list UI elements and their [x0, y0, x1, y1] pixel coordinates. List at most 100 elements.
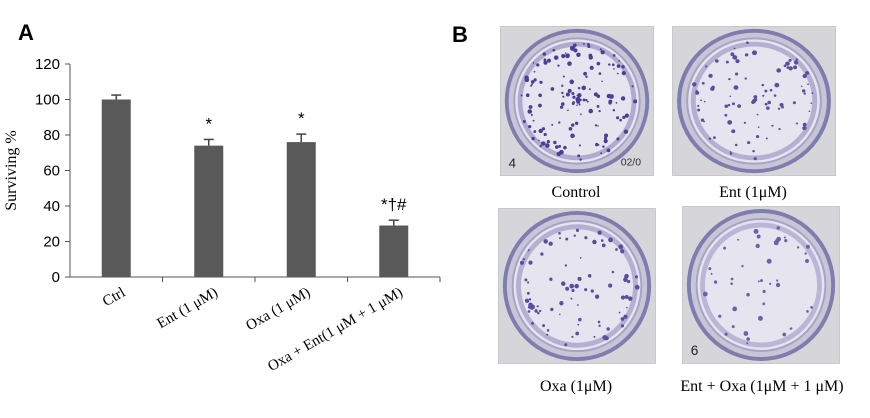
- colony-dot: [588, 55, 593, 60]
- colony-dot: [728, 77, 731, 81]
- colony-dot: [760, 279, 763, 283]
- colony-dot: [733, 85, 739, 90]
- colony-dot: [802, 73, 807, 79]
- colony-dot: [560, 102, 565, 106]
- colony-dot: [795, 58, 798, 61]
- colony-dot: [616, 64, 621, 68]
- colony-dot: [734, 72, 739, 76]
- colony-dot: [627, 279, 631, 284]
- colony-dot: [542, 52, 547, 56]
- colony-dot: [803, 92, 806, 95]
- colony-dot: [543, 58, 547, 62]
- colony-dot: [710, 272, 713, 275]
- colony-dot: [779, 102, 784, 107]
- colony-dot: [755, 135, 760, 139]
- colony-dot: [805, 71, 810, 75]
- colony-dot: [588, 108, 594, 114]
- colony-dot: [615, 102, 618, 104]
- colony-dot: [576, 284, 579, 287]
- colony-dot: [616, 116, 620, 120]
- colony-dot: [551, 123, 554, 126]
- colony-dot: [757, 280, 760, 283]
- colony-dot: [618, 60, 621, 62]
- colony-dot: [536, 305, 539, 308]
- colony-dot: [623, 129, 629, 134]
- colony-dot: [619, 118, 622, 122]
- colony-dot: [618, 311, 621, 314]
- colony-dot: [783, 64, 787, 68]
- panel-a-label: A: [18, 20, 34, 45]
- colony-dot: [608, 237, 613, 243]
- colony-dot: [743, 331, 749, 336]
- y-tick-label: 40: [43, 198, 60, 215]
- colony-dot: [802, 122, 807, 127]
- colony-dot: [786, 66, 790, 69]
- colony-dot: [559, 105, 564, 109]
- colony-dot: [756, 234, 761, 239]
- colony-dot: [520, 94, 523, 97]
- colony-dot: [729, 152, 733, 155]
- y-tick-label: 100: [35, 92, 60, 109]
- colony-dot: [524, 75, 529, 80]
- colony-dot: [793, 65, 798, 70]
- colony-dot: [561, 91, 564, 95]
- colony-dot: [733, 47, 736, 50]
- dish-edge-stain: [700, 222, 822, 348]
- colony-dot: [590, 289, 594, 293]
- colony-dot: [731, 129, 736, 134]
- colony-dot: [563, 145, 567, 150]
- bar: [101, 99, 131, 277]
- colony-dot: [616, 72, 619, 75]
- colony-dot: [522, 119, 526, 124]
- colony-dot: [735, 59, 740, 64]
- colony-dot: [580, 113, 582, 116]
- colony-dot: [601, 243, 606, 248]
- colony-dot: [620, 295, 626, 300]
- colony-dot: [600, 239, 604, 242]
- colony-dot: [769, 89, 773, 92]
- colony-dot: [571, 288, 575, 293]
- colony-dot: [628, 296, 633, 301]
- colony-dot: [730, 52, 735, 57]
- colony-dot: [561, 53, 566, 59]
- colony-dot: [752, 149, 755, 153]
- colony-dot: [530, 307, 533, 310]
- colony-dot: [570, 297, 573, 300]
- colony-dot: [781, 105, 784, 109]
- colony-dot: [588, 88, 591, 91]
- colony-dot: [606, 327, 610, 331]
- colony-dot: [532, 62, 535, 64]
- colony-dot: [712, 136, 716, 139]
- colony-dot: [620, 96, 626, 101]
- colony-dot: [598, 324, 601, 327]
- colony-dot: [561, 84, 564, 87]
- colony-dot: [577, 304, 579, 306]
- colony-dot: [542, 324, 546, 328]
- colony-dot: [565, 92, 570, 97]
- colony-dot: [538, 309, 542, 313]
- colony-dot: [598, 110, 601, 113]
- colony-dot: [546, 333, 549, 336]
- colony-dot: [792, 101, 796, 105]
- colony-dot: [705, 65, 708, 68]
- colony-dot: [589, 65, 594, 70]
- colony-dot: [713, 280, 718, 284]
- significance-marker: *: [205, 114, 212, 133]
- colony-dot: [737, 104, 742, 108]
- y-tick-label: 60: [43, 163, 60, 180]
- colony-dot: [753, 157, 757, 161]
- colony-dot: [743, 121, 747, 124]
- colony-dot: [550, 87, 555, 91]
- colony-dot: [755, 243, 760, 249]
- colony-dot: [723, 246, 726, 250]
- colony-dot: [807, 83, 809, 86]
- colony-dot: [621, 65, 625, 69]
- colony-dot: [746, 337, 750, 341]
- colony-dot: [734, 143, 738, 147]
- colony-dot: [554, 145, 559, 149]
- colony-dot: [599, 48, 602, 51]
- colony-dot: [633, 99, 638, 104]
- colony-dot: [732, 55, 738, 60]
- colony-dot: [634, 275, 639, 279]
- colony-dot: [805, 259, 809, 263]
